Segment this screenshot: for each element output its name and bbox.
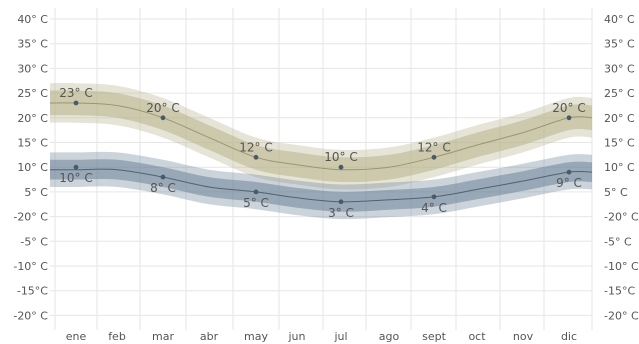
temperature-points (73, 100, 572, 205)
point-label-0-dic: 20° C (552, 101, 585, 115)
temperature-lines (49, 102, 593, 203)
y-tick-right: 15° C (604, 137, 635, 150)
y-tick-right: 20° C (604, 112, 635, 125)
y-tick-left: 10° C (17, 161, 48, 174)
x-tick-jul: jul (333, 330, 347, 343)
point-label-1-jul: 3° C (328, 206, 354, 220)
y-tick-right: -20° C (604, 309, 639, 322)
y-tick-left: 35° C (17, 38, 48, 51)
point-1-dic (566, 169, 572, 175)
x-tick-oct: oct (468, 330, 486, 343)
point-label-0-sept: 12° C (417, 140, 450, 154)
point-label-0-jul: 10° C (324, 150, 357, 164)
point-label-0-mar: 20° C (146, 101, 179, 115)
x-tick-sept: sept (422, 330, 446, 343)
y-tick-right: 5° C (604, 186, 628, 199)
x-tick-may: may (244, 330, 268, 343)
y-tick-left: -10° C (13, 260, 48, 273)
y-tick-right: 25° C (604, 87, 635, 100)
point-0-ene (73, 100, 79, 106)
point-0-mar (160, 115, 166, 121)
point-1-may (253, 189, 259, 195)
y-tick-right: -10° C (604, 260, 639, 273)
y-tick-right: 10° C (604, 161, 635, 174)
x-tick-jun: jun (288, 330, 306, 343)
y-axis-left: 40° C 35° C 30° C 25° C 20° C 15° C 10° C 5° C -… (13, 13, 48, 322)
y-tick-left: -5° C (20, 235, 48, 248)
point-0-may (253, 154, 259, 160)
y-tick-right: 35° C (604, 38, 635, 51)
y-tick-right: -15°C (604, 285, 635, 298)
temperature-point-labels: 23° C 20° C 12° C 10° C 12° C 20° C 10° C 8° C 5… (59, 86, 585, 220)
x-tick-feb: feb (108, 330, 126, 343)
y-tick-left: 20° C (17, 112, 48, 125)
y-tick-left: 15° C (17, 137, 48, 150)
point-0-dic (566, 115, 572, 121)
x-tick-ene: ene (66, 330, 87, 343)
point-1-sept (431, 194, 437, 200)
mean-line-0 (49, 102, 593, 171)
point-label-1-dic: 9° C (556, 176, 582, 190)
point-label-1-ene: 10° C (59, 171, 92, 185)
point-1-mar (160, 174, 166, 180)
y-tick-right: 30° C (604, 62, 635, 75)
y-tick-left: 30° C (17, 62, 48, 75)
band-inner-1 (50, 159, 592, 212)
y-tick-right: -20° C (604, 211, 639, 224)
temperature-bands (50, 83, 592, 220)
x-tick-ago: ago (379, 330, 400, 343)
point-label-1-may: 5° C (243, 196, 269, 210)
y-axis-right: 40° C 35° C 30° C 25° C 20° C 15° C 10° C 5° C -… (604, 13, 639, 322)
point-label-0-may: 12° C (239, 140, 272, 154)
mean-line-1 (50, 168, 593, 203)
point-1-ene (73, 164, 79, 170)
x-tick-dic: dic (561, 330, 577, 343)
y-tick-left: -20° C (13, 211, 48, 224)
x-axis: ene feb mar abr may jun jul ago sept oct nov dic (66, 330, 577, 343)
y-tick-left: 25° C (17, 87, 48, 100)
point-1-jul (338, 199, 344, 205)
point-0-sept (431, 154, 437, 160)
point-label-1-mar: 8° C (150, 181, 176, 195)
point-0-jul (338, 164, 344, 170)
point-label-0-ene: 23° C (59, 86, 92, 100)
x-tick-mar: mar (152, 330, 174, 343)
x-tick-abr: abr (200, 330, 219, 343)
y-tick-right: -5° C (604, 235, 632, 248)
y-tick-left: -15°C (17, 285, 48, 298)
horizontal-gridlines (50, 18, 592, 316)
y-tick-left: 5° C (24, 186, 48, 199)
band-inner-0 (50, 90, 592, 183)
point-label-1-sept: 4° C (421, 201, 447, 215)
y-tick-right: 40° C (604, 13, 635, 26)
x-tick-nov: nov (513, 330, 534, 343)
y-tick-left: -20° C (13, 309, 48, 322)
y-tick-left: 40° C (17, 13, 48, 26)
